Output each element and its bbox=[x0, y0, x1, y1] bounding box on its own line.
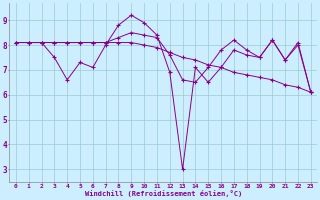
X-axis label: Windchill (Refroidissement éolien,°C): Windchill (Refroidissement éolien,°C) bbox=[85, 190, 242, 197]
